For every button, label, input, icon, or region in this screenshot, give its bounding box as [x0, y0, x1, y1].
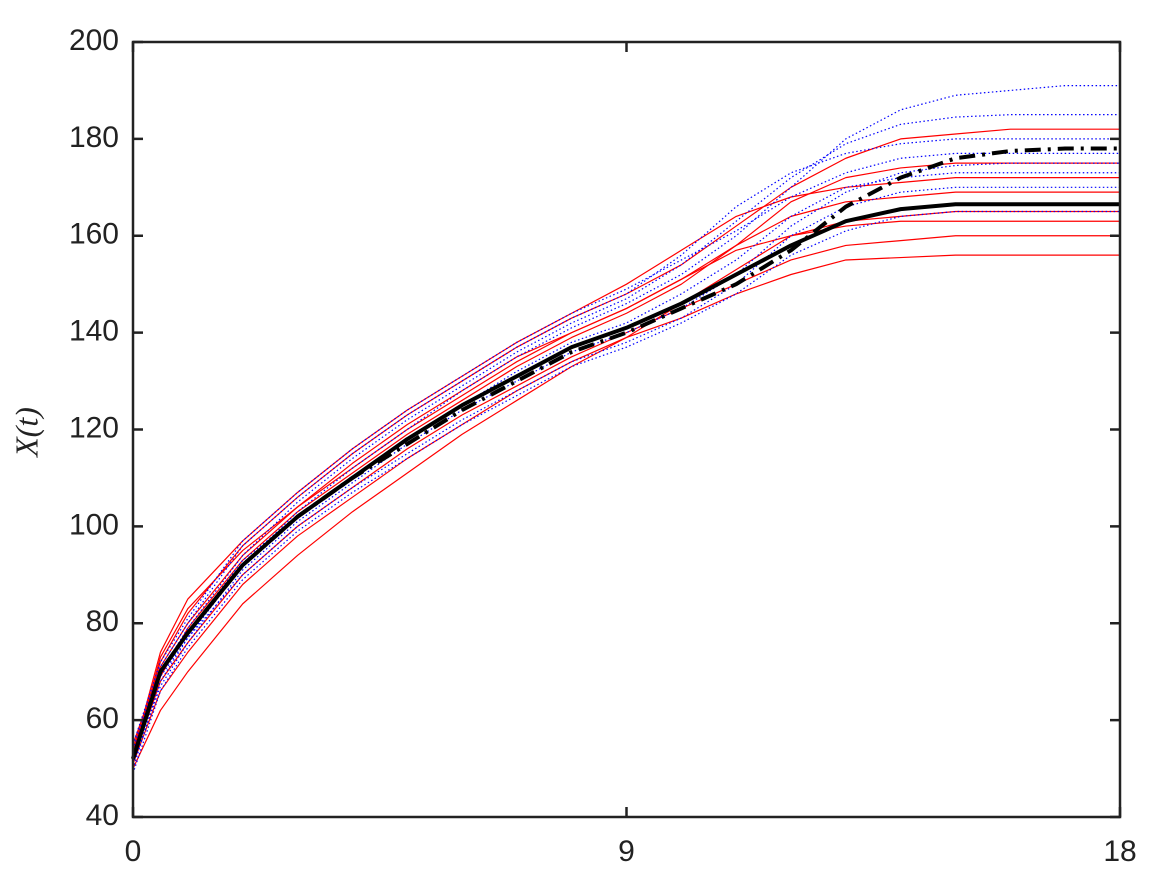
y-tick-label: 120	[69, 411, 119, 444]
series-line	[132, 186, 1120, 760]
series-line	[132, 177, 1120, 755]
series-line	[132, 84, 1120, 769]
y-tick-label: 100	[69, 508, 119, 541]
y-axis-label: X(t)	[8, 407, 44, 459]
y-tick-label: 180	[69, 121, 119, 154]
series-line	[132, 162, 1120, 755]
series-line	[132, 114, 1120, 755]
series-line	[132, 220, 1120, 760]
series-line	[131, 146, 1120, 760]
y-tick-label: 160	[69, 218, 119, 251]
series-line	[132, 210, 1120, 774]
y-tick-label: 60	[86, 702, 119, 735]
y-tick-label: 200	[69, 24, 119, 57]
series-line	[132, 128, 1120, 750]
series-line	[132, 191, 1120, 745]
series-line	[132, 210, 1120, 769]
x-tick-label: 9	[618, 835, 635, 868]
x-tick-label: 0	[125, 835, 142, 868]
y-tick-label: 140	[69, 315, 119, 348]
y-tick-label: 80	[86, 605, 119, 638]
series-line	[132, 172, 1120, 760]
series-line	[132, 162, 1120, 764]
series-line	[132, 235, 1120, 760]
series-line	[132, 152, 1120, 745]
series-line	[132, 138, 1120, 750]
plot-frame	[131, 40, 1122, 819]
y-tick-label: 40	[86, 799, 119, 832]
x-tick-label: 18	[1103, 835, 1136, 868]
series-line	[131, 202, 1120, 760]
series-line	[132, 254, 1120, 764]
